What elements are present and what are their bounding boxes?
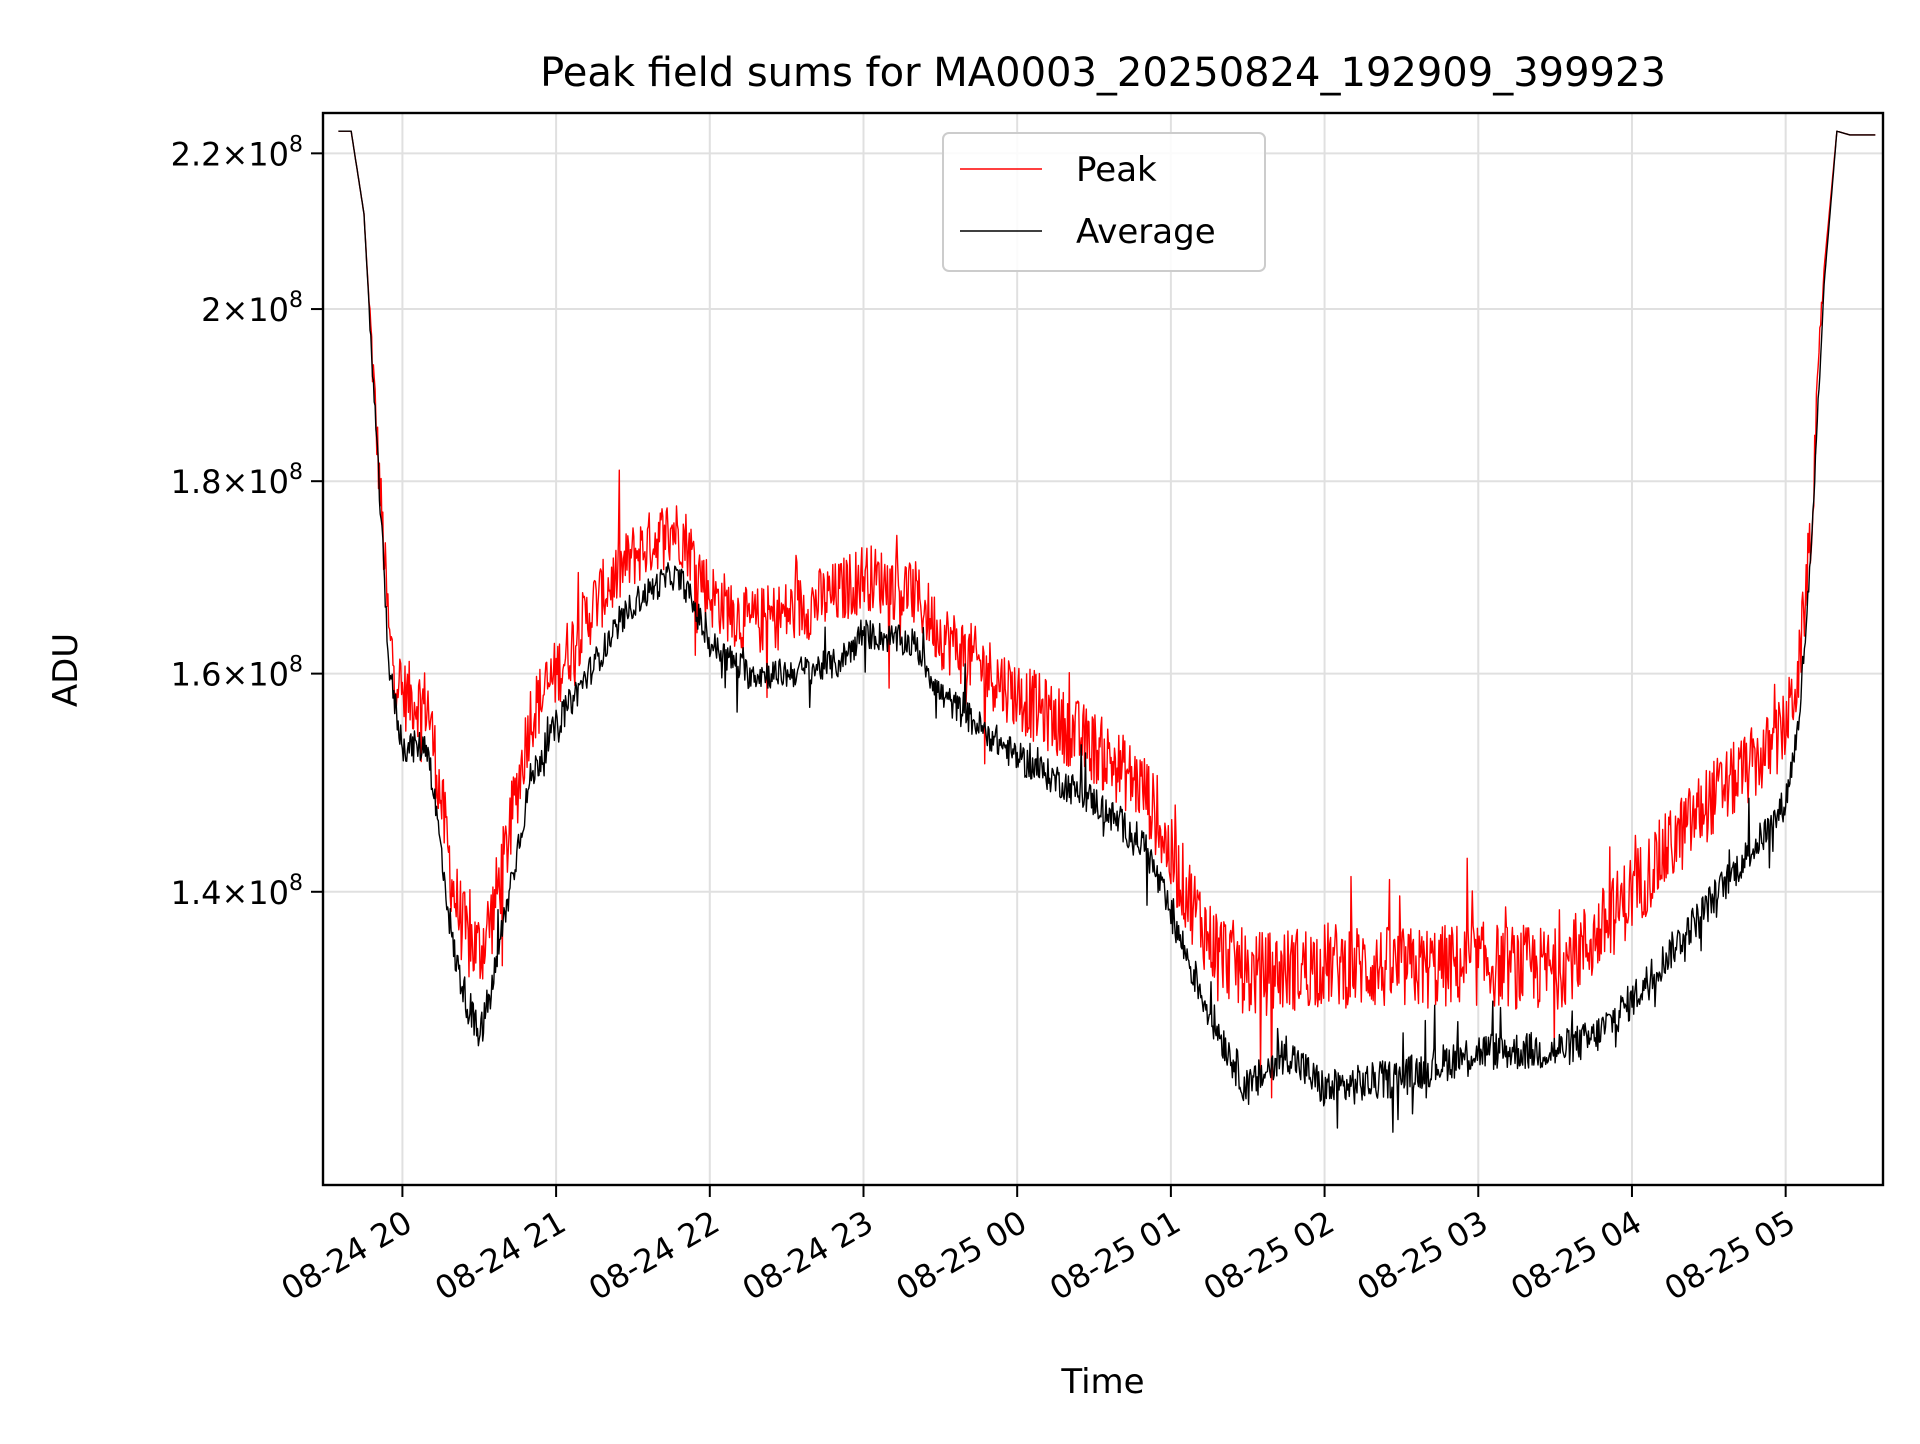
x-axis-label: Time xyxy=(1060,1362,1144,1402)
legend-label-average: Average xyxy=(1076,212,1216,252)
y-axis-label: ADU xyxy=(46,633,86,707)
y-tick-times: × xyxy=(221,874,248,912)
y-tick-label: 2×108 xyxy=(201,288,303,329)
y-tick-times: × xyxy=(221,463,248,501)
x-tick-label: 08-25 03 xyxy=(1351,1203,1495,1308)
y-tick-exponent: 8 xyxy=(289,288,303,313)
y-tick-times: × xyxy=(221,656,248,694)
x-tick-label: 08-24 20 xyxy=(275,1203,419,1308)
x-tick-label: 08-25 01 xyxy=(1043,1203,1187,1308)
y-tick-mantissa: 2.2 xyxy=(171,135,222,173)
x-tick-label: 08-24 21 xyxy=(429,1203,573,1308)
y-tick-mantissa: 2 xyxy=(201,291,221,329)
series-line-average xyxy=(338,130,1876,1133)
x-tick-label: 08-25 02 xyxy=(1197,1203,1341,1308)
y-tick-mantissa: 1.8 xyxy=(171,463,222,501)
chart-title: Peak field sums for MA0003_20250824_1929… xyxy=(540,50,1666,96)
y-tick-mantissa: 1.4 xyxy=(171,874,222,912)
legend: Peak Average xyxy=(942,132,1266,272)
y-tick-label: 1.6×108 xyxy=(171,653,303,694)
y-tick-base: 10 xyxy=(248,463,289,501)
plot-area xyxy=(338,130,1876,1133)
x-tick-label: 08-25 05 xyxy=(1658,1203,1802,1308)
y-tick-label: 1.4×108 xyxy=(171,871,303,912)
plot-frame xyxy=(321,111,1885,1187)
y-tick-mantissa: 1.6 xyxy=(171,656,222,694)
y-tick-base: 10 xyxy=(248,874,289,912)
y-tick-exponent: 8 xyxy=(289,871,303,896)
y-tick-exponent: 8 xyxy=(289,653,303,678)
y-tick-label: 1.8×108 xyxy=(171,460,303,501)
y-tick-times: × xyxy=(221,135,248,173)
y-tick-base: 10 xyxy=(248,135,289,173)
y-tick-base: 10 xyxy=(248,291,289,329)
y-tick-times: × xyxy=(221,291,248,329)
legend-box xyxy=(942,132,1266,272)
x-tick-label: 08-24 22 xyxy=(582,1203,726,1308)
series-line-peak xyxy=(338,130,1876,1099)
y-tick-exponent: 8 xyxy=(289,132,303,157)
x-tick-label: 08-25 04 xyxy=(1504,1203,1648,1308)
grid-lines xyxy=(323,113,1883,1185)
y-tick-label: 2.2×108 xyxy=(171,132,303,173)
x-tick-label: 08-25 00 xyxy=(890,1203,1034,1308)
x-tick-label: 08-24 23 xyxy=(736,1203,880,1308)
y-tick-base: 10 xyxy=(248,656,289,694)
legend-label-peak: Peak xyxy=(1076,150,1157,190)
x-axis-ticks: 08-24 20 08-24 21 08-24 22 08-24 23 08-25 00… xyxy=(275,1185,1802,1308)
y-tick-exponent: 8 xyxy=(289,460,303,485)
